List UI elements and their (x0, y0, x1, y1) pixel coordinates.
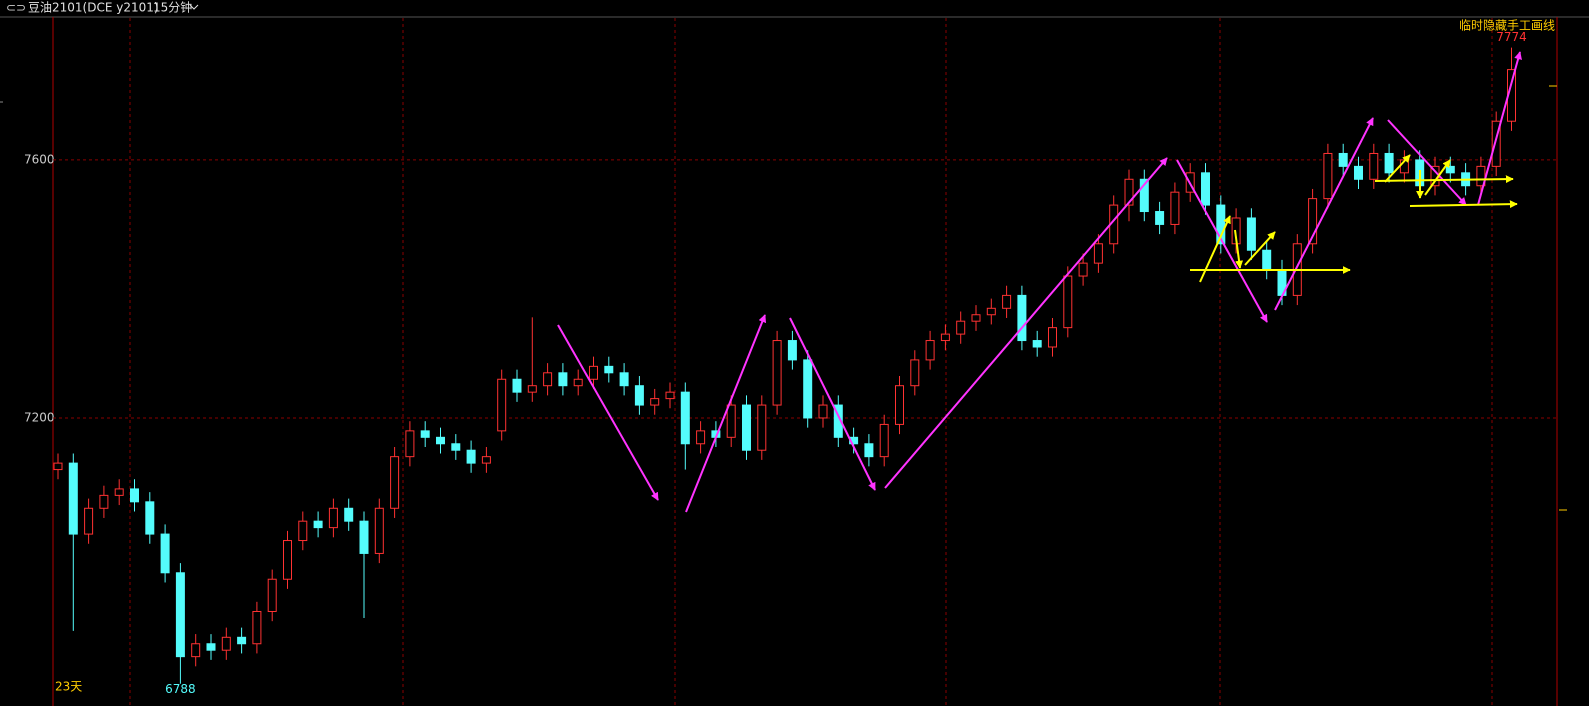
candle-body (1354, 165, 1363, 180)
candle-body (589, 365, 598, 380)
candle-body (114, 488, 124, 496)
toggle-drawings[interactable]: 临时隐藏手工画线 (1459, 19, 1555, 33)
candle-body (650, 398, 660, 406)
header-bar (0, 0, 1589, 17)
candle-body (956, 320, 966, 335)
candle-body (481, 456, 491, 464)
dropdown-chevron[interactable] (189, 4, 199, 10)
candle-body (466, 449, 476, 464)
candle-body (283, 540, 292, 580)
candle-body (1032, 340, 1042, 348)
candle-body (604, 365, 614, 374)
y-tick-label: 7200 (24, 410, 55, 424)
candle-body (84, 507, 94, 535)
candle-body (221, 636, 231, 651)
candle-body (160, 533, 170, 574)
candle-body (1155, 211, 1165, 225)
candle-body (925, 340, 935, 361)
candle-body (1048, 327, 1057, 348)
candle-body (864, 443, 874, 458)
candle-body (1002, 294, 1012, 309)
candle-body (971, 314, 981, 322)
drawn-arrows-yellow (1190, 154, 1518, 283)
candle-body (328, 507, 338, 529)
candle-body (879, 423, 889, 458)
candle-body (619, 372, 629, 387)
candle-body (1063, 275, 1073, 329)
candle-body (1201, 172, 1210, 206)
candle-body (1369, 152, 1379, 180)
candle-body (772, 340, 782, 406)
candle-body (298, 520, 308, 542)
candle-body (420, 430, 430, 438)
candle-body (787, 340, 797, 361)
candle-body (451, 443, 461, 451)
candle-body (1491, 120, 1501, 167)
header-title: 豆油2101(DCE y2101) (28, 1, 159, 15)
footnote: 23天 (55, 680, 82, 694)
candle-body (390, 456, 400, 509)
candle-body (405, 430, 415, 458)
candle-body (1093, 243, 1103, 264)
candle-body (833, 404, 843, 438)
candle-body (665, 391, 675, 400)
candle-body (940, 333, 950, 342)
candle-body (1338, 152, 1348, 167)
candle-body (1323, 152, 1333, 200)
candle-body (191, 643, 201, 658)
candle-body (252, 610, 262, 645)
min-label: 6788 (165, 682, 196, 696)
candle-body (359, 520, 369, 554)
candle-body (1216, 204, 1226, 245)
candle-body (145, 501, 155, 535)
candle-body (206, 643, 216, 651)
y-tick-label: 7600 (24, 152, 55, 166)
candle-body (1170, 191, 1180, 225)
icon: ⊂⊃ (6, 1, 26, 15)
candle-body (497, 378, 507, 432)
candle-body (543, 372, 553, 387)
candle-body (1078, 262, 1088, 277)
candle-body (1139, 178, 1149, 213)
candle-body (1308, 198, 1318, 245)
candle-body (267, 578, 277, 612)
candle-body (558, 372, 568, 387)
max-label: 7774 (1496, 30, 1527, 44)
candle-body (986, 307, 996, 316)
candle-body (1476, 165, 1486, 187)
candle-body (237, 636, 247, 645)
candle-body (1017, 294, 1027, 342)
candle-body (680, 391, 690, 445)
candle-body (757, 404, 767, 451)
candle-body (895, 385, 904, 425)
candle-body (573, 378, 583, 387)
candle-body (1445, 165, 1455, 174)
candle-body (512, 378, 522, 393)
candle-body (436, 436, 445, 445)
candle-body (696, 430, 706, 445)
candle-body (803, 359, 813, 419)
candle-body (910, 359, 920, 387)
candle-body (68, 462, 78, 535)
candle-body (1246, 217, 1256, 251)
period-selector[interactable]: 15分钟 (153, 0, 192, 15)
candle-body (344, 507, 354, 522)
candle-body (374, 507, 384, 554)
candle-body (634, 385, 644, 406)
candle-body (1124, 178, 1134, 206)
candle-body (53, 462, 63, 471)
candle-body (175, 572, 185, 658)
candle-body (527, 385, 537, 393)
candle-body (1384, 152, 1394, 174)
candle-body (742, 404, 751, 451)
candle-body (313, 520, 323, 529)
candle-body (818, 404, 828, 419)
candle-body (130, 488, 139, 503)
candle-body (726, 404, 736, 438)
candle-body (1262, 249, 1272, 271)
candle-body (99, 494, 109, 509)
